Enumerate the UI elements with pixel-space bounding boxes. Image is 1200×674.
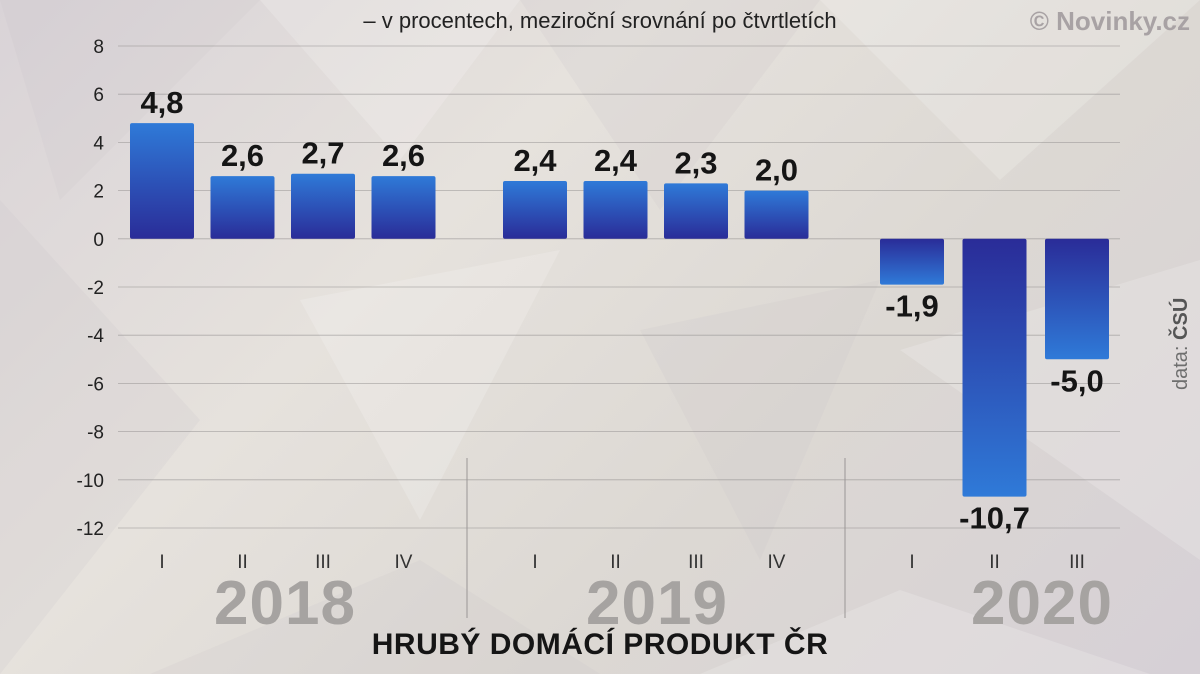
background-facet <box>150 560 600 674</box>
data-label: 2,4 <box>594 143 638 178</box>
data-label: 2,0 <box>755 153 798 188</box>
bar <box>130 123 194 239</box>
data-label: -5,0 <box>1050 363 1103 398</box>
y-tick-label: -4 <box>87 326 104 347</box>
watermark: © Novinky.cz <box>1029 6 1190 36</box>
source-name: ČSÚ <box>1170 297 1192 340</box>
quarter-label: II <box>610 552 621 573</box>
background-facet <box>0 0 260 200</box>
year-dividers <box>466 458 846 618</box>
data-label: 2,4 <box>513 143 557 178</box>
y-tick-label: -8 <box>87 423 104 444</box>
data-label: 2,7 <box>301 136 344 171</box>
quarter-label: I <box>532 552 537 573</box>
background-facet <box>0 200 200 674</box>
bar <box>1045 238 1109 360</box>
y-tick-label: -6 <box>87 374 104 395</box>
y-tick-label: -2 <box>87 278 104 299</box>
bar <box>744 190 809 239</box>
data-label: 4,8 <box>140 85 183 120</box>
data-label: 2,3 <box>674 145 717 180</box>
year-label-2018: 2018 <box>214 569 356 638</box>
background-facet <box>260 0 520 160</box>
bar <box>371 176 436 239</box>
y-axis-ticks: 8 6 4 2 0 -2 -4 -6 -8 -10 -12 <box>77 37 105 540</box>
source-prefix: data: <box>1170 345 1192 390</box>
quarter-label: III <box>688 552 704 573</box>
year-label-2020: 2020 <box>971 569 1113 638</box>
bar <box>291 173 355 239</box>
quarter-label: I <box>909 552 914 573</box>
background-facet <box>820 0 1200 180</box>
y-tick-label: 2 <box>93 182 104 203</box>
x-axis-ticks: I II III IV I II III IV I II III <box>159 552 1085 573</box>
chart-subtitle: – v procentech, meziroční srovnání po čt… <box>363 8 837 33</box>
y-tick-label: 0 <box>93 230 104 251</box>
quarter-label: II <box>989 552 1000 573</box>
y-tick-label: 4 <box>93 133 104 154</box>
data-source: data: ČSÚ <box>1170 297 1193 390</box>
y-tick-label: 8 <box>93 37 104 58</box>
quarter-label: IV <box>768 552 786 573</box>
data-labels: 4,8 2,6 2,7 2,6 2,4 2,4 2,3 2,0 -1,9 -10,7 -5,0 <box>140 85 1103 536</box>
grid-lines <box>118 45 1120 529</box>
y-tick-label: 6 <box>93 85 104 106</box>
year-label-2019: 2019 <box>586 569 728 638</box>
data-label: 2,6 <box>382 138 425 173</box>
quarter-label: II <box>237 552 248 573</box>
y-tick-label: -10 <box>77 471 104 492</box>
bar <box>664 183 728 239</box>
quarter-label: III <box>315 552 331 573</box>
background-facet <box>520 0 820 210</box>
y-tick-label: -12 <box>77 519 104 540</box>
quarter-label: IV <box>395 552 413 573</box>
chart-title: HRUBÝ DOMÁCÍ PRODUKT ČR <box>371 628 829 661</box>
bar <box>210 176 275 239</box>
bars <box>130 123 1109 497</box>
bar <box>503 180 567 239</box>
data-label: 2,6 <box>221 138 264 173</box>
quarter-label: III <box>1069 552 1085 573</box>
bar <box>583 180 648 239</box>
data-label: -10,7 <box>959 501 1030 536</box>
background-facet <box>300 250 560 520</box>
bar <box>962 238 1027 497</box>
data-label: -1,9 <box>885 289 938 324</box>
background-facet <box>700 590 1150 674</box>
quarter-label: I <box>159 552 164 573</box>
background-facet <box>640 280 880 560</box>
bar <box>880 238 944 285</box>
